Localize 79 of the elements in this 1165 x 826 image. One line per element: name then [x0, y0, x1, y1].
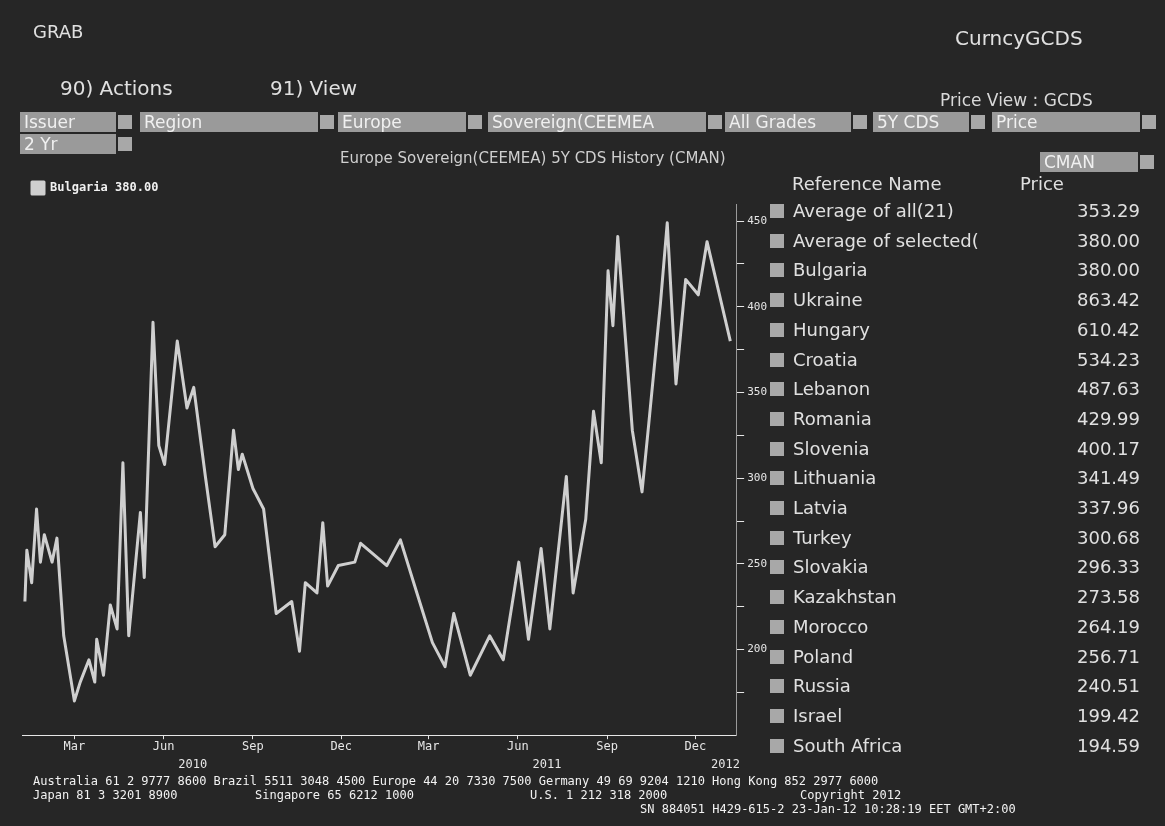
x2-tick-label: 2010	[178, 756, 208, 771]
text: Reference Name	[792, 173, 942, 194]
x2-tick-label: 2011	[532, 756, 562, 771]
x-tick-label: Jun	[506, 738, 529, 753]
text: Hungary	[793, 318, 870, 340]
text: Singapore 65 6212 1000	[255, 788, 414, 802]
text: 300.68	[1076, 526, 1140, 548]
text: 863.42	[1076, 289, 1140, 311]
y-tick-label: 300	[747, 471, 768, 485]
x-tick-label: Sep	[596, 738, 618, 753]
text: Price View : GCDS	[940, 90, 1093, 110]
text: 380.00	[1076, 259, 1140, 281]
text: 400.17	[1076, 437, 1140, 459]
text: Croatia	[793, 348, 858, 370]
text: 256.71	[1076, 645, 1140, 667]
text: Sovereign(CEEMEA	[488, 112, 706, 132]
text: 296.33	[1076, 556, 1140, 578]
x-tick-label: Sep	[242, 738, 264, 753]
text: 91) View	[270, 76, 358, 100]
text: 341.49	[1076, 467, 1140, 489]
text: CurncyGCDS	[955, 26, 1083, 50]
text: Issuer	[20, 112, 116, 132]
text: Morocco	[793, 615, 869, 637]
text: SN 884051 H429-615-2 23-Jan-12 10:28:19 EET GMT+2:00	[640, 802, 1016, 816]
text: Bulgaria	[793, 259, 868, 281]
x-tick-label: Mar	[63, 738, 86, 753]
text: Turkey	[793, 526, 852, 548]
text: Price	[1020, 173, 1064, 194]
text: 194.59	[1076, 734, 1140, 756]
legend-label: Bulgaria 380.00	[50, 180, 159, 195]
text: Lebanon	[793, 378, 871, 400]
y-tick-label: 250	[747, 556, 768, 570]
text: 487.63	[1076, 378, 1140, 400]
text: Ukraine	[793, 289, 863, 311]
text: Japan 81 3 3201 8900	[33, 788, 178, 802]
text: Romania	[793, 407, 872, 429]
text: Average of all(21)	[793, 200, 954, 221]
text: Israel	[793, 704, 843, 726]
text: 429.99	[1076, 407, 1140, 429]
text: Europe	[338, 112, 466, 132]
text: 380.00	[1076, 229, 1140, 251]
text: Russia	[793, 675, 851, 697]
text: 273.58	[1076, 586, 1140, 608]
y-tick-label: 200	[747, 642, 768, 656]
text: 264.19	[1076, 615, 1140, 637]
text: Poland	[793, 645, 854, 667]
y-tick-label: 350	[747, 385, 768, 399]
text: Kazakhstan	[793, 586, 897, 608]
text: CMAN	[1040, 152, 1138, 172]
x2-tick-label: 2012	[711, 756, 740, 771]
text: 337.96	[1076, 497, 1140, 518]
text: South Africa	[793, 734, 903, 756]
text: Australia 61 2 9777 8600 Brazil 5511 3048 4500 Europe 44 20 7330 7500 Germany 49 69 9204 1210 Hong Kong 852 2977 6000	[33, 774, 879, 788]
y-tick-label: 400	[747, 299, 768, 313]
text: Latvia	[793, 497, 848, 518]
x-tick-label: Dec	[684, 738, 707, 753]
text: 90) Actions	[60, 76, 173, 100]
text: 240.51	[1076, 675, 1140, 697]
text: All Grades	[725, 112, 851, 132]
text: U.S. 1 212 318 2000	[530, 788, 668, 802]
text: 199.42	[1076, 704, 1140, 726]
text: 610.42	[1076, 318, 1140, 340]
text: 353.29	[1076, 200, 1140, 221]
text: GRAB	[33, 21, 84, 42]
text: 5Y CDS	[873, 112, 969, 132]
text: 534.23	[1076, 348, 1140, 370]
x-tick-label: Dec	[330, 738, 353, 753]
text: Copyright 2012	[800, 788, 902, 802]
text: 2 Yr	[20, 134, 116, 154]
text: Region	[140, 112, 318, 132]
text: Slovakia	[793, 556, 869, 578]
text: Lithuania	[793, 467, 877, 489]
text: Average of selected(	[793, 229, 979, 251]
chart-title: Europe Sovereign(CEEMEA) 5Y CDS History (CMAN)	[340, 149, 726, 167]
text: Price	[992, 112, 1140, 132]
x-tick-label: Jun	[152, 738, 175, 753]
x-tick-label: Mar	[417, 738, 440, 753]
y-tick-label: 450	[747, 213, 768, 227]
text: Slovenia	[793, 437, 870, 459]
